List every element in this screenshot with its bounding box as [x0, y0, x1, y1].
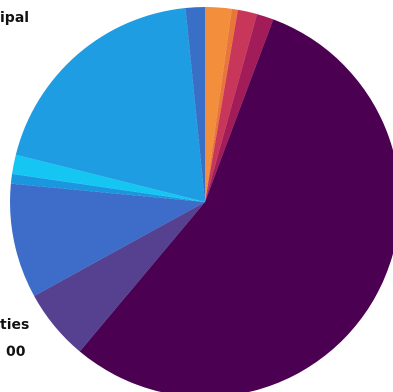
pie-slice-2 — [205, 8, 238, 202]
slice-label-cities: ties — [0, 317, 30, 333]
slice-label-municipal: ipal — [0, 10, 30, 26]
pie-slice-7 — [10, 183, 205, 296]
slice-label-amount: 00 — [6, 344, 26, 360]
pie-slice-4 — [205, 14, 274, 202]
pie-slice-9 — [12, 154, 206, 202]
pie-slice-8 — [10, 173, 206, 202]
pie-slice-5 — [79, 19, 393, 392]
pie-slice-10 — [15, 7, 205, 203]
pie-slice-3 — [205, 9, 258, 202]
pie-slice-11 — [185, 6, 205, 202]
pie-slice-6 — [34, 202, 206, 352]
pie-slice-1 — [205, 7, 232, 202]
